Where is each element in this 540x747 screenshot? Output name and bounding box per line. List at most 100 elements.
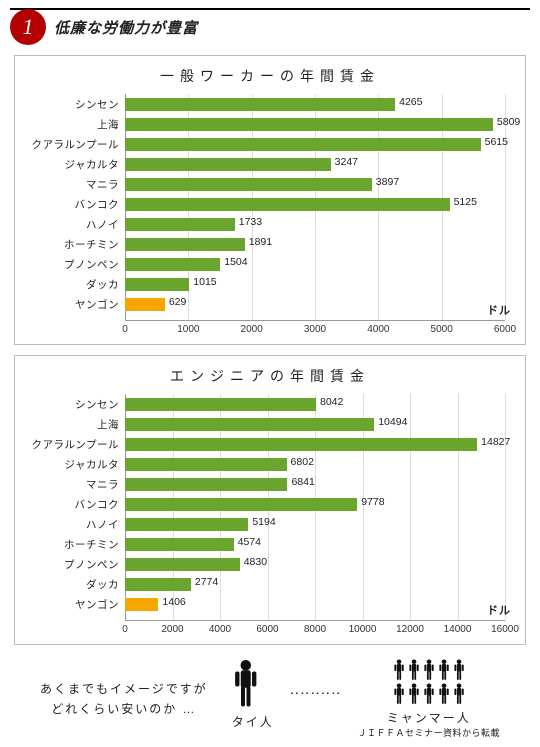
bar: 9778 <box>125 498 357 511</box>
section-number-badge: 1 <box>10 9 46 45</box>
bar-value: 10494 <box>378 416 407 428</box>
bar-row: マニラ6841 <box>27 474 513 494</box>
chart-panel: 一般ワーカーの年間賃金シンセン4265上海5809クアラルンプール5615ジャカ… <box>14 55 526 345</box>
x-tick-label: 14000 <box>444 624 472 635</box>
x-tick-label: 1000 <box>177 324 199 335</box>
bar-track: 5194 <box>125 518 505 531</box>
x-tick-label: 12000 <box>396 624 424 635</box>
category-label: プノンペン <box>27 557 125 572</box>
bar-track: 629 <box>125 298 505 311</box>
bar-track: 1406 <box>125 598 505 611</box>
bar: 1733 <box>125 218 235 231</box>
bar: 4830 <box>125 558 240 571</box>
bar-row: ホーチミン1891 <box>27 234 513 254</box>
infographic-caption: あくまでもイメージですが どれくらい安いのか … <box>40 679 208 720</box>
bar-track: 5615 <box>125 138 505 151</box>
bar-row: クアラルンプール14827 <box>27 434 513 454</box>
bar-track: 6802 <box>125 458 505 471</box>
unit-label: ドル <box>487 602 511 618</box>
bar-value: 2774 <box>195 576 218 588</box>
category-label: マニラ <box>27 177 125 192</box>
category-label: ジャカルタ <box>27 457 125 472</box>
bar-row: 上海5809 <box>27 114 513 134</box>
bar: 10494 <box>125 418 374 431</box>
bar: 5809 <box>125 118 493 131</box>
x-tick-label: 6000 <box>256 624 278 635</box>
person-icon-grid <box>358 659 501 705</box>
left-label: タイ人 <box>232 713 274 730</box>
bar-track: 14827 <box>125 438 505 451</box>
bar-track: 2774 <box>125 578 505 591</box>
x-tick-label: 10000 <box>349 624 377 635</box>
bar: 3897 <box>125 178 372 191</box>
bar-track: 1733 <box>125 218 505 231</box>
category-label: マニラ <box>27 477 125 492</box>
right-group: ミャンマー人 ＪＩＦＦＡセミナー資料から転載 <box>358 659 501 739</box>
bar: 6841 <box>125 478 287 491</box>
x-tick-label: 2000 <box>161 624 183 635</box>
bar: 629 <box>125 298 165 311</box>
bar: 3247 <box>125 158 331 171</box>
bar-value: 6802 <box>291 456 314 468</box>
bar-value: 4265 <box>399 96 422 108</box>
category-label: ジャカルタ <box>27 157 125 172</box>
category-label: ホーチミン <box>27 537 125 552</box>
bar-value: 9778 <box>361 496 384 508</box>
category-label: シンセン <box>27 97 125 112</box>
bar-row: クアラルンプール5615 <box>27 134 513 154</box>
bar-track: 4574 <box>125 538 505 551</box>
bar-row: ジャカルタ3247 <box>27 154 513 174</box>
chart-panel: エンジニアの年間賃金シンセン8042上海10494クアラルンプール14827ジャ… <box>14 355 526 645</box>
x-tick-label: 0 <box>122 324 128 335</box>
bar-track: 9778 <box>125 498 505 511</box>
category-label: ダッカ <box>27 577 125 592</box>
bar-row: プノンペン4830 <box>27 554 513 574</box>
x-tick-label: 2000 <box>241 324 263 335</box>
x-axis: 0100020003000400050006000 <box>125 320 505 338</box>
category-label: バンコク <box>27 197 125 212</box>
bar-row: バンコク5125 <box>27 194 513 214</box>
category-label: ハノイ <box>27 517 125 532</box>
bar-row: ダッカ1015 <box>27 274 513 294</box>
bar-value: 3247 <box>335 156 358 168</box>
bar-value: 1891 <box>249 236 272 248</box>
bar-value: 1504 <box>224 256 247 268</box>
caption-line: あくまでもイメージですが <box>40 679 208 699</box>
category-label: プノンペン <box>27 257 125 272</box>
x-tick-label: 3000 <box>304 324 326 335</box>
source-note: ＪＩＦＦＡセミナー資料から転載 <box>358 726 501 739</box>
bar: 1015 <box>125 278 189 291</box>
bar: 5194 <box>125 518 248 531</box>
bar-value: 5615 <box>485 136 508 148</box>
bar-track: 1504 <box>125 258 505 271</box>
bar-track: 1891 <box>125 238 505 251</box>
bar-track: 5809 <box>125 118 505 131</box>
x-tick-label: 4000 <box>209 624 231 635</box>
bar-track: 6841 <box>125 478 505 491</box>
bar: 1891 <box>125 238 245 251</box>
category-label: ハノイ <box>27 217 125 232</box>
chart-title: エンジニアの年間賃金 <box>27 366 513 386</box>
bar-track: 4830 <box>125 558 505 571</box>
bar: 14827 <box>125 438 477 451</box>
unit-label: ドル <box>487 302 511 318</box>
bar-value: 8042 <box>320 396 343 408</box>
bar: 1406 <box>125 598 158 611</box>
category-label: ダッカ <box>27 277 125 292</box>
chart-plot: シンセン4265上海5809クアラルンプール5615ジャカルタ3247マニラ38… <box>27 94 513 320</box>
bar-row: ヤンゴン1406 <box>27 594 513 614</box>
bar-row: シンセン 4265 <box>27 94 513 114</box>
bar-row: ヤンゴン629 <box>27 294 513 314</box>
bar: 6802 <box>125 458 287 471</box>
bar-row: 上海10494 <box>27 414 513 434</box>
bar-track: 10494 <box>125 418 505 431</box>
bar-value: 6841 <box>291 476 314 488</box>
x-tick-label: 6000 <box>494 324 516 335</box>
person-icon-large <box>232 659 274 709</box>
bar-track: 3897 <box>125 178 505 191</box>
bar-value: 1015 <box>193 276 216 288</box>
bar-row: ジャカルタ6802 <box>27 454 513 474</box>
bar-value: 5809 <box>497 116 520 128</box>
bar-track: 8042 <box>125 398 505 411</box>
bar-row: ハノイ1733 <box>27 214 513 234</box>
